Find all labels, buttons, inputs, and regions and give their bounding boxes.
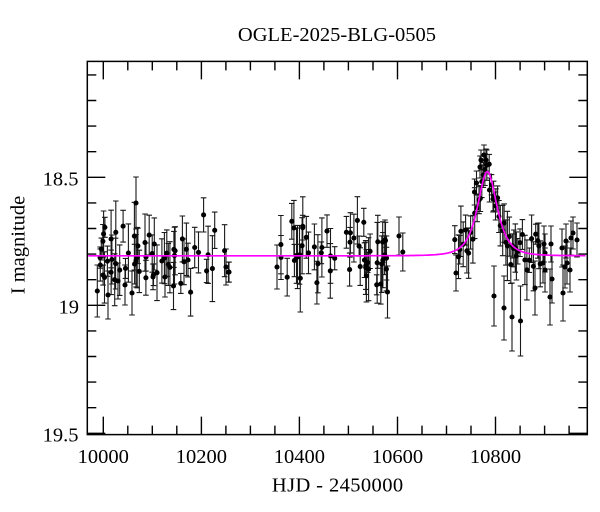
svg-text:10200: 10200 [176,446,227,468]
svg-text:10000: 10000 [78,446,129,468]
svg-text:OGLE-2025-BLG-0505: OGLE-2025-BLG-0505 [238,24,436,46]
svg-text:10600: 10600 [372,446,423,468]
svg-text:10400: 10400 [274,446,325,468]
svg-text:I magnitude: I magnitude [8,196,30,295]
svg-text:19: 19 [59,296,80,318]
svg-text:19.5: 19.5 [43,424,79,446]
svg-text:18.5: 18.5 [43,168,79,190]
svg-text:10800: 10800 [470,446,521,468]
svg-text:HJD - 2450000: HJD - 2450000 [272,474,404,496]
